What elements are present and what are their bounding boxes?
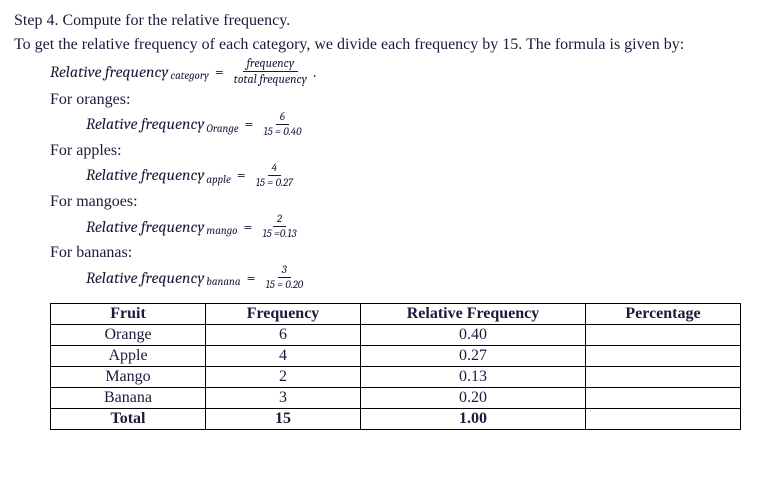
table-row: Banana 3 0.20	[51, 388, 741, 409]
table-row: Mango 2 0.13	[51, 367, 741, 388]
col-header: Relative Frequency	[361, 304, 586, 325]
item-formula: Relative frequency banana = 3 15 = 0.20	[86, 264, 747, 291]
item-label: For oranges:	[50, 91, 747, 109]
fraction: frequency total frequency	[230, 57, 311, 86]
table-total-row: Total 15 1.00	[51, 409, 741, 430]
table-header-row: Fruit Frequency Relative Frequency Perce…	[51, 304, 741, 325]
formula-lhs: Relative frequency	[86, 269, 204, 287]
item-formula: Relative frequency mango = 2 15 =0.13	[86, 213, 747, 240]
cell-total-frequency: 15	[206, 409, 361, 430]
item-formula: Relative frequency Orange = 6 15 = 0.40	[86, 111, 747, 138]
cell-percentage	[586, 346, 741, 367]
denominator: 15 =0.13	[258, 227, 300, 240]
equals-sign: =	[245, 115, 254, 133]
formula-subscript: Orange	[206, 122, 238, 135]
cell-relative-frequency: 0.13	[361, 367, 586, 388]
frequency-table: Fruit Frequency Relative Frequency Perce…	[50, 303, 741, 430]
denominator: 15 = 0.20	[261, 278, 307, 291]
cell-total-label: Total	[51, 409, 206, 430]
cell-total-percentage	[586, 409, 741, 430]
formula-subscript: apple	[206, 173, 230, 186]
formula-subscript: category	[170, 69, 208, 82]
numerator: 4	[268, 162, 281, 176]
cell-percentage	[586, 388, 741, 409]
item-label: For apples:	[50, 142, 747, 160]
item-formula: Relative frequency apple = 4 15 = 0.27	[86, 162, 747, 189]
fraction: 6 15 = 0.40	[259, 111, 305, 138]
item-label: For mangoes:	[50, 193, 747, 211]
cell-total-relative-frequency: 1.00	[361, 409, 586, 430]
formula-lhs: Relative frequency	[86, 166, 204, 184]
numerator: 2	[273, 213, 286, 227]
fraction: 2 15 =0.13	[258, 213, 300, 240]
equals-sign: =	[237, 166, 246, 184]
numerator: 3	[278, 264, 291, 278]
table-row: Orange 6 0.40	[51, 325, 741, 346]
numerator: 6	[276, 111, 289, 125]
equals-sign: =	[247, 269, 256, 287]
cell-fruit: Banana	[51, 388, 206, 409]
formula-lhs: Relative frequency	[50, 63, 168, 81]
formula-lhs: Relative frequency	[86, 218, 204, 236]
fraction: 4 15 = 0.27	[252, 162, 297, 189]
cell-frequency: 4	[206, 346, 361, 367]
denominator: 15 = 0.27	[252, 176, 297, 189]
fraction: 3 15 = 0.20	[261, 264, 307, 291]
cell-frequency: 3	[206, 388, 361, 409]
step-title: Step 4. Compute for the relative frequen…	[14, 10, 747, 32]
formula-subscript: mango	[206, 224, 237, 237]
cell-relative-frequency: 0.20	[361, 388, 586, 409]
denominator: 15 = 0.40	[259, 125, 305, 138]
cell-frequency: 2	[206, 367, 361, 388]
equals-sign: =	[215, 63, 224, 81]
item-label: For bananas:	[50, 244, 747, 262]
general-formula: Relative frequency category = frequency …	[50, 57, 747, 86]
cell-relative-frequency: 0.27	[361, 346, 586, 367]
cell-relative-frequency: 0.40	[361, 325, 586, 346]
col-header: Frequency	[206, 304, 361, 325]
cell-fruit: Orange	[51, 325, 206, 346]
cell-percentage	[586, 367, 741, 388]
formula-lhs: Relative frequency	[86, 115, 204, 133]
col-header: Fruit	[51, 304, 206, 325]
step-description: To get the relative frequency of each ca…	[14, 34, 747, 56]
formula-subscript: banana	[206, 275, 240, 288]
equals-sign: =	[243, 218, 252, 236]
cell-fruit: Apple	[51, 346, 206, 367]
denominator: total frequency	[230, 72, 311, 86]
cell-frequency: 6	[206, 325, 361, 346]
table-row: Apple 4 0.27	[51, 346, 741, 367]
period: .	[313, 63, 316, 81]
cell-fruit: Mango	[51, 367, 206, 388]
numerator: frequency	[243, 57, 299, 72]
cell-percentage	[586, 325, 741, 346]
formula-block: Relative frequency category = frequency …	[50, 57, 747, 291]
col-header: Percentage	[586, 304, 741, 325]
